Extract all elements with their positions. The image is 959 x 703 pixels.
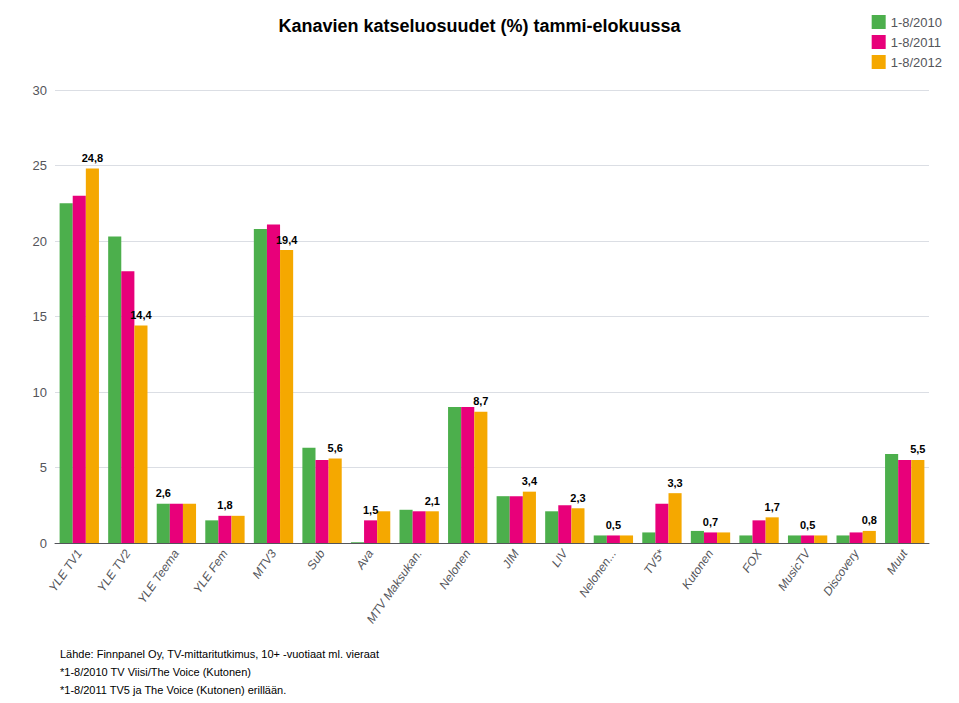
svg-text:0: 0 <box>40 536 47 551</box>
svg-text:0,7: 0,7 <box>703 516 718 528</box>
svg-text:YLE Teema: YLE Teema <box>135 547 182 606</box>
svg-text:30: 30 <box>33 83 47 98</box>
svg-text:3,4: 3,4 <box>522 475 538 487</box>
svg-text:Kanavien katseluosuudet (%) ta: Kanavien katseluosuudet (%) tammi-elokuu… <box>278 16 681 36</box>
svg-text:YLE TV1: YLE TV1 <box>46 547 85 594</box>
svg-text:0,5: 0,5 <box>800 519 815 531</box>
svg-text:25: 25 <box>33 158 47 173</box>
svg-text:LIV: LIV <box>549 546 571 570</box>
svg-text:MTV3: MTV3 <box>249 547 279 582</box>
svg-text:Kutonen: Kutonen <box>679 547 716 592</box>
svg-text:10: 10 <box>33 385 47 400</box>
svg-text:MusicTV: MusicTV <box>775 546 814 593</box>
svg-text:TV5*: TV5* <box>641 547 668 577</box>
svg-text:5,6: 5,6 <box>328 442 343 454</box>
svg-text:24,8: 24,8 <box>82 152 103 164</box>
svg-text:5,5: 5,5 <box>910 443 925 455</box>
svg-text:Sub: Sub <box>304 547 328 573</box>
svg-text:1,8: 1,8 <box>217 499 232 511</box>
svg-text:0,5: 0,5 <box>606 519 621 531</box>
svg-text:Nelonen...: Nelonen... <box>576 547 619 600</box>
svg-text:2,6: 2,6 <box>156 487 171 499</box>
svg-text:YLE TV2: YLE TV2 <box>95 547 134 595</box>
svg-text:5: 5 <box>40 460 47 475</box>
svg-text:1-8/2011: 1-8/2011 <box>891 35 941 50</box>
svg-text:Muut: Muut <box>884 546 911 576</box>
svg-text:3,3: 3,3 <box>667 477 682 489</box>
svg-text:JIM: JIM <box>499 547 522 572</box>
svg-text:1,5: 1,5 <box>363 504 378 516</box>
svg-text:1-8/2010: 1-8/2010 <box>891 15 942 30</box>
svg-text:FOX: FOX <box>739 546 765 575</box>
svg-text:1-8/2012: 1-8/2012 <box>891 55 942 70</box>
svg-text:1,7: 1,7 <box>765 501 780 513</box>
svg-text:*1-8/2010 TV Viisi/The Voice (: *1-8/2010 TV Viisi/The Voice (Kutonen) <box>60 666 251 678</box>
svg-text:*1-8/2011 TV5 ja The Voice (Ku: *1-8/2011 TV5 ja The Voice (Kutonen) eri… <box>60 684 286 696</box>
svg-text:19,4: 19,4 <box>276 234 298 246</box>
svg-text:MTV Maksukan.: MTV Maksukan. <box>364 547 425 626</box>
svg-text:14,4: 14,4 <box>130 309 152 321</box>
svg-text:Nelonen: Nelonen <box>436 547 473 592</box>
svg-text:Lähde: Finnpanel Oy, TV-mittar: Lähde: Finnpanel Oy, TV-mittaritutkimus,… <box>60 648 379 660</box>
svg-text:15: 15 <box>33 309 47 324</box>
svg-text:8,7: 8,7 <box>473 395 488 407</box>
svg-text:2,3: 2,3 <box>570 492 585 504</box>
svg-text:Ava: Ava <box>353 547 377 573</box>
svg-text:YLE Fem: YLE Fem <box>191 547 231 596</box>
svg-text:0,8: 0,8 <box>862 514 877 526</box>
svg-text:20: 20 <box>33 234 47 249</box>
svg-text:Discovery: Discovery <box>820 546 862 598</box>
svg-text:2,1: 2,1 <box>425 495 440 507</box>
